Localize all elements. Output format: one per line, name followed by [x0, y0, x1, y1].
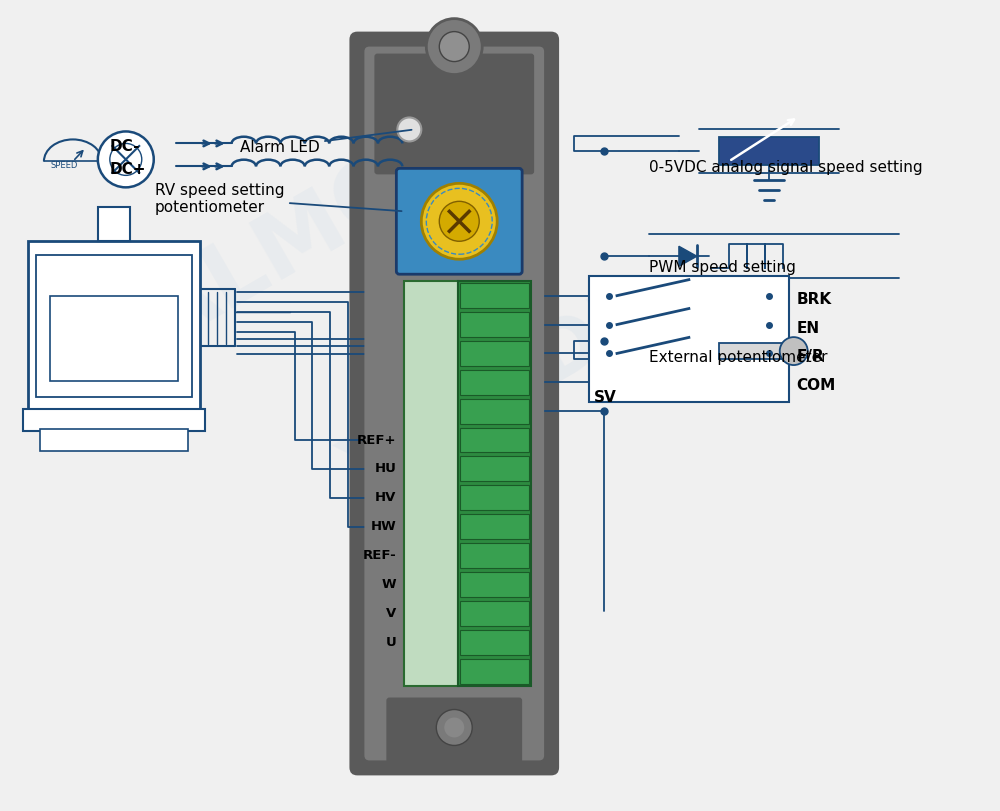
- Bar: [460, 601, 529, 626]
- Text: 0-5VDC analog signal speed setting: 0-5VDC analog signal speed setting: [649, 161, 923, 175]
- Bar: [50, 297, 178, 381]
- Bar: [460, 284, 529, 309]
- Bar: [460, 341, 529, 367]
- Bar: [98, 208, 130, 242]
- Text: DC+: DC+: [110, 162, 146, 177]
- Circle shape: [444, 718, 464, 737]
- Text: COM: COM: [797, 378, 836, 393]
- Circle shape: [780, 337, 808, 366]
- Bar: [23, 410, 205, 431]
- Bar: [460, 573, 529, 597]
- Text: SV: SV: [594, 390, 617, 405]
- Text: YUN DE: YUN DE: [332, 272, 666, 510]
- Text: ALMO: ALMO: [130, 140, 429, 363]
- Circle shape: [98, 132, 154, 188]
- Circle shape: [426, 19, 482, 75]
- Text: PWM speed setting: PWM speed setting: [649, 260, 796, 275]
- FancyBboxPatch shape: [364, 48, 544, 761]
- Bar: [589, 277, 789, 403]
- Circle shape: [439, 32, 469, 62]
- Circle shape: [436, 710, 472, 745]
- Bar: [460, 659, 529, 684]
- Text: External potentiometer: External potentiometer: [649, 350, 827, 365]
- Text: U: U: [386, 635, 396, 648]
- Polygon shape: [679, 247, 697, 267]
- Bar: [460, 630, 529, 654]
- Bar: [404, 282, 458, 685]
- Text: REF+: REF+: [357, 433, 396, 446]
- Bar: [460, 399, 529, 424]
- Bar: [460, 371, 529, 395]
- Text: SPEED: SPEED: [51, 161, 78, 170]
- Bar: [36, 256, 192, 397]
- Text: W: W: [382, 577, 396, 590]
- Circle shape: [439, 202, 479, 242]
- Text: EN: EN: [797, 320, 820, 335]
- Bar: [460, 428, 529, 453]
- Bar: [28, 242, 200, 411]
- Text: HU: HU: [374, 461, 396, 475]
- Text: DC-: DC-: [110, 139, 140, 154]
- Text: BRK: BRK: [797, 291, 832, 307]
- FancyBboxPatch shape: [349, 32, 559, 775]
- FancyBboxPatch shape: [386, 697, 522, 763]
- Circle shape: [397, 118, 421, 142]
- FancyBboxPatch shape: [374, 54, 534, 175]
- Bar: [458, 282, 531, 685]
- Text: HV: HV: [375, 491, 396, 504]
- Text: REF-: REF-: [363, 548, 396, 561]
- Bar: [460, 515, 529, 539]
- Text: F/R: F/R: [797, 349, 824, 364]
- Bar: [719, 344, 784, 359]
- Circle shape: [110, 144, 142, 176]
- Bar: [719, 138, 819, 166]
- Bar: [460, 313, 529, 337]
- Text: HW: HW: [371, 520, 396, 533]
- Bar: [460, 543, 529, 569]
- Bar: [460, 486, 529, 511]
- Bar: [40, 430, 188, 452]
- Text: RV speed setting
potentiometer: RV speed setting potentiometer: [155, 182, 402, 215]
- Circle shape: [421, 184, 497, 260]
- Bar: [460, 457, 529, 482]
- Text: V: V: [386, 606, 396, 619]
- Text: Alarm LED: Alarm LED: [240, 131, 412, 155]
- FancyBboxPatch shape: [396, 169, 522, 275]
